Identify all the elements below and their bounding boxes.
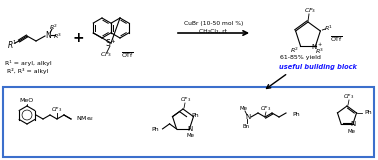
Text: CuBr (10-50 mol %): CuBr (10-50 mol %) [184, 21, 243, 27]
Text: $CF_3$: $CF_3$ [51, 106, 63, 114]
Text: $CF_3$: $CF_3$ [180, 96, 192, 104]
Text: useful building block: useful building block [279, 64, 357, 70]
Text: $\overline{\mathregular{OTf}}$: $\overline{\mathregular{OTf}}$ [330, 34, 343, 44]
Text: Ph: Ph [152, 127, 160, 132]
Text: N: N [45, 31, 51, 40]
Text: CH₂Cl₂, rt: CH₂Cl₂, rt [200, 28, 228, 33]
Text: $CF_3$: $CF_3$ [304, 7, 316, 16]
Text: +: + [72, 31, 84, 45]
Text: $CF_3$: $CF_3$ [260, 104, 271, 113]
Text: Bn: Bn [242, 124, 249, 128]
Text: MeO: MeO [20, 97, 34, 103]
Text: R¹ = aryl, alkyl: R¹ = aryl, alkyl [5, 60, 51, 66]
Text: 61-85% yield: 61-85% yield [280, 55, 321, 60]
Text: Me: Me [186, 133, 194, 138]
Text: Me: Me [239, 107, 247, 112]
Text: $CF_3$: $CF_3$ [100, 51, 112, 60]
Text: R², R³ = alkyl: R², R³ = alkyl [7, 68, 49, 74]
Text: Ph: Ph [292, 112, 300, 116]
Text: $R^2$: $R^2$ [50, 22, 59, 32]
Text: $R^3$: $R^3$ [315, 47, 324, 56]
Text: Ph: Ph [364, 110, 372, 115]
Text: NMe$_2$: NMe$_2$ [76, 115, 94, 124]
FancyBboxPatch shape [3, 87, 374, 157]
Text: $\mathregular{S}^+$: $\mathregular{S}^+$ [105, 37, 117, 49]
Text: $CF_3$: $CF_3$ [344, 92, 355, 101]
Text: Me: Me [348, 129, 356, 134]
Text: $R^2$: $R^2$ [290, 46, 299, 55]
Text: $\mathregular{N}^+$: $\mathregular{N}^+$ [311, 41, 322, 52]
Text: $\overline{\mathregular{OTf}}$: $\overline{\mathregular{OTf}}$ [121, 50, 134, 60]
Text: $R^3$: $R^3$ [53, 31, 62, 41]
Text: N: N [188, 126, 193, 132]
Text: N: N [245, 114, 251, 120]
Text: N: N [350, 121, 355, 127]
Text: $R^1$: $R^1$ [6, 39, 17, 51]
Text: Ph: Ph [192, 113, 199, 118]
Text: $R^1$: $R^1$ [324, 23, 333, 33]
